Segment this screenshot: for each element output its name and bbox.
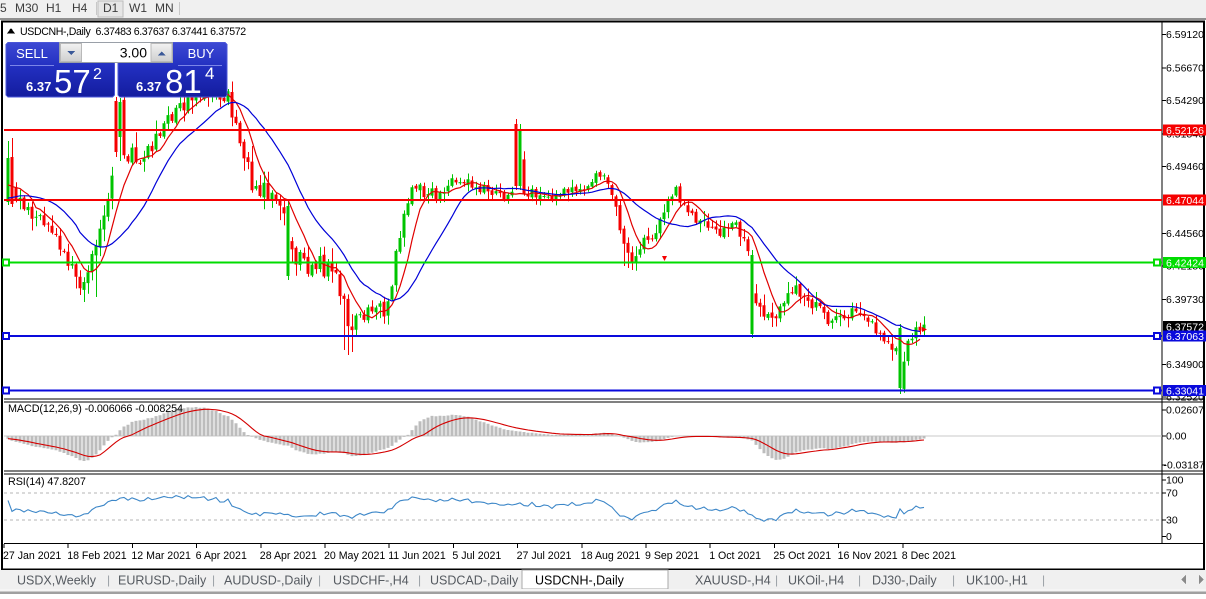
svg-text:6.52126: 6.52126 [1166, 125, 1204, 137]
svg-text:|: | [418, 573, 421, 587]
svg-text:6.37: 6.37 [26, 79, 51, 94]
svg-text:5 Jul 2021: 5 Jul 2021 [452, 550, 501, 562]
svg-text:6.37063: 6.37063 [1166, 331, 1204, 343]
svg-text:1 Oct 2021: 1 Oct 2021 [709, 550, 761, 562]
svg-text:|: | [212, 573, 215, 587]
svg-text:5: 5 [0, 1, 7, 15]
svg-text:AUDUSD-,Daily: AUDUSD-,Daily [224, 574, 313, 588]
svg-text:6.37572: 6.37572 [1166, 321, 1204, 333]
svg-text:XAUUSD-,H4: XAUUSD-,H4 [695, 574, 771, 588]
svg-text:25 Oct 2021: 25 Oct 2021 [773, 550, 831, 562]
svg-text:6.33041: 6.33041 [1166, 385, 1204, 397]
svg-text:9 Sep 2021: 9 Sep 2021 [645, 550, 699, 562]
svg-text:MN: MN [155, 1, 174, 15]
svg-text:6.49460: 6.49460 [1166, 161, 1204, 173]
svg-text:20 May 2021: 20 May 2021 [324, 550, 385, 562]
svg-text:UKOil-,H4: UKOil-,H4 [788, 574, 844, 588]
svg-text:|: | [318, 573, 321, 587]
svg-text:6.39730: 6.39730 [1166, 294, 1204, 306]
svg-text:57: 57 [54, 63, 91, 100]
svg-text:70: 70 [1166, 488, 1178, 500]
svg-text:8 Dec 2021: 8 Dec 2021 [902, 550, 956, 562]
svg-text:H1: H1 [46, 1, 62, 15]
svg-text:6.42424: 6.42424 [1166, 257, 1204, 269]
svg-text:USDCNH-,Daily 6.37483 6.37637: USDCNH-,Daily 6.37483 6.37637 6.37441 6.… [20, 26, 246, 38]
svg-text:27 Jul 2021: 27 Jul 2021 [517, 550, 572, 562]
svg-text:18 Aug 2021: 18 Aug 2021 [581, 550, 641, 562]
svg-text:4: 4 [205, 64, 214, 83]
svg-text:|: | [952, 573, 955, 587]
svg-text:USDCNH-,Daily: USDCNH-,Daily [535, 574, 625, 588]
svg-text:18 Feb 2021: 18 Feb 2021 [67, 550, 127, 562]
svg-text:6.44560: 6.44560 [1166, 228, 1204, 240]
svg-text:28 Apr 2021: 28 Apr 2021 [260, 550, 317, 562]
svg-text:2: 2 [93, 66, 102, 83]
svg-text:MACD(12,26,9) -0.006066 -0.008: MACD(12,26,9) -0.006066 -0.008254 [8, 403, 183, 415]
svg-text:USDCHF-,H4: USDCHF-,H4 [333, 574, 409, 588]
svg-text:6.47044: 6.47044 [1166, 195, 1204, 207]
svg-text:6 Apr 2021: 6 Apr 2021 [196, 550, 247, 562]
svg-text:6.56670: 6.56670 [1166, 62, 1204, 74]
svg-text:USDCAD-,Daily: USDCAD-,Daily [430, 574, 519, 588]
svg-text:6.54290: 6.54290 [1166, 95, 1204, 107]
svg-text:|: | [858, 573, 861, 587]
svg-text:-0.03187: -0.03187 [1164, 461, 1205, 472]
svg-text:6.37: 6.37 [136, 79, 161, 94]
svg-text:M30: M30 [15, 1, 39, 15]
svg-text:SELL: SELL [16, 46, 48, 61]
svg-text:16 Nov 2021: 16 Nov 2021 [838, 550, 898, 562]
svg-text:6.59120: 6.59120 [1166, 29, 1204, 41]
svg-text:|: | [107, 573, 110, 587]
svg-text:D1: D1 [103, 1, 119, 15]
svg-text:12 Mar 2021: 12 Mar 2021 [131, 550, 191, 562]
svg-text:27 Jan 2021: 27 Jan 2021 [3, 550, 61, 562]
svg-text:0.02607: 0.02607 [1166, 405, 1204, 417]
svg-text:81: 81 [165, 63, 202, 100]
svg-text:RSI(14) 47.8207: RSI(14) 47.8207 [8, 476, 86, 488]
svg-text:EURUSD-,Daily: EURUSD-,Daily [118, 574, 207, 588]
svg-text:|: | [775, 573, 778, 587]
svg-text:3.00: 3.00 [120, 45, 147, 61]
svg-text:11 Jun 2021: 11 Jun 2021 [388, 550, 446, 562]
svg-text:DJ30-,Daily: DJ30-,Daily [872, 574, 937, 588]
svg-text:|: | [1042, 573, 1045, 587]
svg-text:BUY: BUY [188, 46, 215, 61]
svg-text:W1: W1 [129, 1, 147, 15]
svg-text:0: 0 [1166, 531, 1172, 543]
svg-text:6.34900: 6.34900 [1166, 359, 1204, 371]
svg-text:UK100-,H1: UK100-,H1 [966, 574, 1028, 588]
svg-text:USDX,Weekly: USDX,Weekly [17, 574, 97, 588]
svg-text:30: 30 [1166, 515, 1178, 527]
svg-text:H4: H4 [72, 1, 88, 15]
svg-text:0.00: 0.00 [1166, 431, 1187, 443]
svg-text:100: 100 [1166, 475, 1184, 487]
